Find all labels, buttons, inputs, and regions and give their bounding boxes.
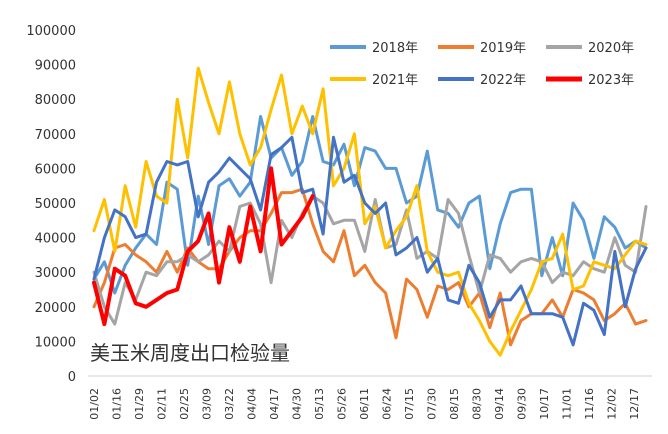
x-tick-label: 01/29 — [133, 388, 146, 420]
y-tick-label: 10000 — [35, 335, 76, 350]
y-tick-label: 40000 — [35, 232, 76, 247]
y-tick-label: 30000 — [35, 266, 76, 281]
y-tick-label: 60000 — [35, 162, 76, 177]
series-line-2021年 — [92, 66, 648, 357]
legend-label: 2018年 — [372, 41, 418, 56]
legend-label: 2021年 — [372, 73, 418, 88]
y-tick-label: 100000 — [26, 24, 76, 39]
x-tick-label: 01/02 — [88, 388, 101, 420]
x-tick-label: 11/16 — [583, 388, 596, 420]
x-tick-label: 06/11 — [358, 388, 371, 420]
x-tick-label: 09/30 — [516, 388, 529, 420]
x-tick-label: 05/13 — [313, 388, 326, 420]
x-tick-label: 04/04 — [246, 388, 259, 420]
legend: 2018年 2019年 2020年 2021年 2022年 2023年 — [330, 41, 634, 88]
y-tick-label: 50000 — [35, 197, 76, 212]
x-tick-label: 05/26 — [336, 388, 349, 420]
x-tick-label: 04/17 — [268, 388, 281, 420]
x-tick-label: 03/22 — [223, 388, 236, 420]
legend-label: 2022年 — [480, 73, 526, 88]
x-tick-label: 03/09 — [201, 388, 214, 420]
y-tick-label: 90000 — [35, 59, 76, 74]
y-axis: 0 10000 20000 30000 40000 50000 60000 70000 8000… — [26, 24, 76, 385]
series-layer — [92, 66, 648, 357]
series-line-2023年 — [92, 166, 315, 327]
series-line-2022年 — [92, 135, 648, 347]
x-tick-label: 04/30 — [291, 388, 304, 420]
x-tick-label: 12/17 — [628, 388, 641, 420]
y-tick-label: 80000 — [35, 93, 76, 108]
x-tick-label: 07/30 — [426, 388, 439, 420]
x-tick-label: 10/17 — [538, 388, 551, 420]
chart-title: 美玉米周度出口检验量 — [90, 341, 290, 365]
y-tick-label: 20000 — [35, 301, 76, 316]
x-tick-label: 12/02 — [606, 388, 619, 420]
legend-label: 2020年 — [588, 41, 634, 56]
x-axis: 01/02 01/16 01/29 02/11 02/25 03/09 03/22 04/04… — [88, 375, 652, 420]
x-tick-label: 11/01 — [561, 388, 574, 420]
x-tick-label: 08/30 — [471, 388, 484, 420]
x-tick-label: 01/16 — [111, 388, 124, 420]
x-tick-label: 06/24 — [381, 388, 394, 420]
x-tick-label: 08/15 — [448, 388, 461, 420]
legend-label: 2019年 — [480, 41, 526, 56]
x-tick-label: 02/25 — [178, 388, 191, 420]
y-tick-label: 0 — [68, 370, 76, 385]
legend-label: 2023年 — [588, 73, 634, 88]
series-line-2018年 — [92, 115, 648, 295]
y-tick-label: 70000 — [35, 128, 76, 143]
x-tick-label: 09/14 — [493, 388, 506, 420]
x-tick-label: 02/11 — [156, 388, 169, 420]
x-tick-label: 07/15 — [403, 388, 416, 420]
